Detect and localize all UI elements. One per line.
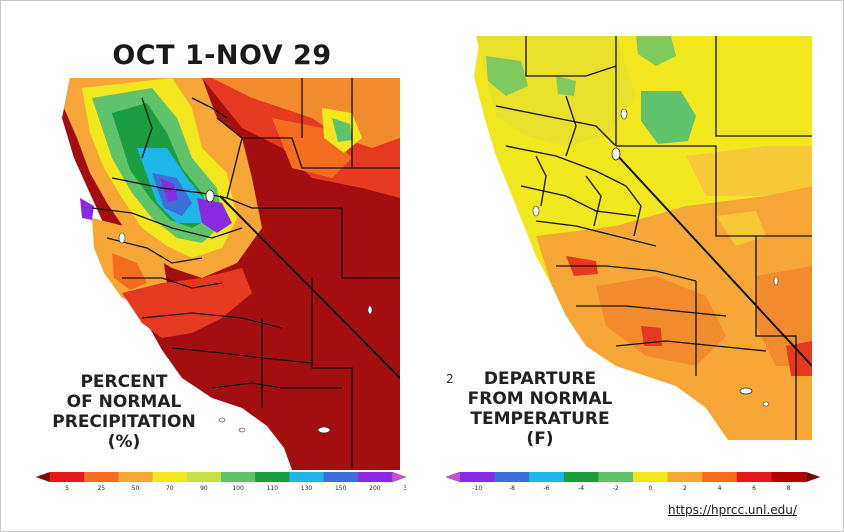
precipitation-colorbar-tick-label: 50 bbox=[132, 485, 140, 492]
precipitation-colorbar-swatch bbox=[186, 472, 222, 482]
temperature-colorbar-swatch bbox=[633, 472, 669, 482]
precipitation-colorbar-swatch bbox=[289, 472, 325, 482]
precipitation-colorbar-tick-label: 70 bbox=[166, 485, 174, 492]
precipitation-colorbar-tick-label: 5 bbox=[65, 485, 69, 492]
source-link[interactable]: https://hprcc.unl.edu/ bbox=[668, 503, 797, 517]
precipitation-colorbar-tick-label: 150 bbox=[335, 485, 347, 492]
precipitation-colorbar-swatch bbox=[391, 472, 406, 483]
precipitation-label-line: PRECIPITATION bbox=[52, 412, 196, 432]
precipitation-colorbar-swatch bbox=[221, 472, 256, 482]
precipitation-colorbar-tick-label: 200 bbox=[369, 485, 381, 492]
temperature-colorbar-tick-label: -6 bbox=[544, 485, 550, 492]
temperature-colorbar: -10 -8 -6 -4 -2 0 2 4 6 8 10 bbox=[446, 472, 820, 492]
temperature-colorbar-swatch bbox=[702, 472, 738, 482]
precipitation-colorbar-tick-label: 90 bbox=[200, 485, 208, 492]
precipitation-colorbar-swatch bbox=[118, 472, 154, 482]
temperature-colorbar-swatch bbox=[736, 472, 772, 482]
precipitation-colorbar-swatch bbox=[50, 472, 85, 482]
temperature-map bbox=[466, 36, 812, 440]
temperature-label-line: (F) bbox=[526, 429, 554, 449]
temperature-colorbar-swatch bbox=[563, 472, 599, 482]
temperature-label-line: DEPARTURE bbox=[483, 369, 597, 389]
temperature-colorbar-tick-label: 8 bbox=[787, 485, 791, 492]
temperature-colorbar-tick-label: 6 bbox=[752, 485, 756, 492]
temperature-colorbar-swatch bbox=[805, 472, 820, 483]
temperature-colorbar-tick-label: 0 bbox=[648, 485, 652, 492]
precipitation-label: PERCENT OF NORMAL PRECIPITATION (%) bbox=[34, 372, 214, 452]
precipitation-label-line: OF NORMAL bbox=[66, 392, 182, 412]
temperature-colorbar-tick-label: 2 bbox=[683, 485, 687, 492]
precipitation-colorbar-tick-label: 130 bbox=[301, 485, 313, 492]
precipitation-colorbar-swatch bbox=[36, 472, 51, 483]
precipitation-colorbar-tick-label: 110 bbox=[267, 485, 279, 492]
temperature-colorbar-tick-label: -2 bbox=[613, 485, 619, 492]
precipitation-map bbox=[52, 78, 400, 470]
precipitation-colorbar-swatch bbox=[255, 472, 290, 482]
temperature-colorbar-swatch bbox=[460, 472, 496, 482]
precipitation-colorbar-swatch bbox=[357, 472, 393, 482]
temperature-label: DEPARTURE FROM NORMAL TEMPERATURE (F) bbox=[460, 369, 620, 449]
precipitation-label-line: PERCENT bbox=[80, 372, 168, 392]
temperature-label-line: TEMPERATURE bbox=[470, 409, 610, 429]
precipitation-colorbar-swatch bbox=[323, 472, 359, 482]
precipitation-colorbar-tick-label: 25 bbox=[97, 485, 105, 492]
temperature-colorbar-swatch bbox=[667, 472, 703, 482]
side-mark: 2 bbox=[446, 372, 454, 386]
temperature-colorbar-tick-label: -10 bbox=[472, 485, 482, 492]
temperature-colorbar-tick-label: 4 bbox=[718, 485, 722, 492]
temperature-colorbar-tick-label: 10 bbox=[819, 485, 820, 492]
temperature-label-line: FROM NORMAL bbox=[467, 389, 613, 409]
temperature-colorbar-swatch bbox=[598, 472, 634, 482]
temperature-colorbar-swatch bbox=[446, 472, 461, 483]
temperature-colorbar-swatch bbox=[771, 472, 807, 482]
precipitation-colorbar-tick-label: 300 bbox=[403, 485, 406, 492]
precipitation-colorbar: 5 25 50 70 90 100 110 130 150 200 300 bbox=[36, 472, 406, 492]
temperature-colorbar-tick-label: -8 bbox=[509, 485, 515, 492]
precipitation-colorbar-swatch bbox=[84, 472, 119, 482]
temperature-colorbar-swatch bbox=[494, 472, 530, 482]
precipitation-colorbar-tick-label: 100 bbox=[232, 485, 244, 492]
precipitation-colorbar-swatch bbox=[152, 472, 188, 482]
temperature-colorbar-swatch bbox=[529, 472, 565, 482]
temperature-colorbar-tick-label: -4 bbox=[578, 485, 584, 492]
figure-title: OCT 1-NOV 29 bbox=[112, 40, 332, 71]
precipitation-label-line: (%) bbox=[107, 432, 141, 452]
